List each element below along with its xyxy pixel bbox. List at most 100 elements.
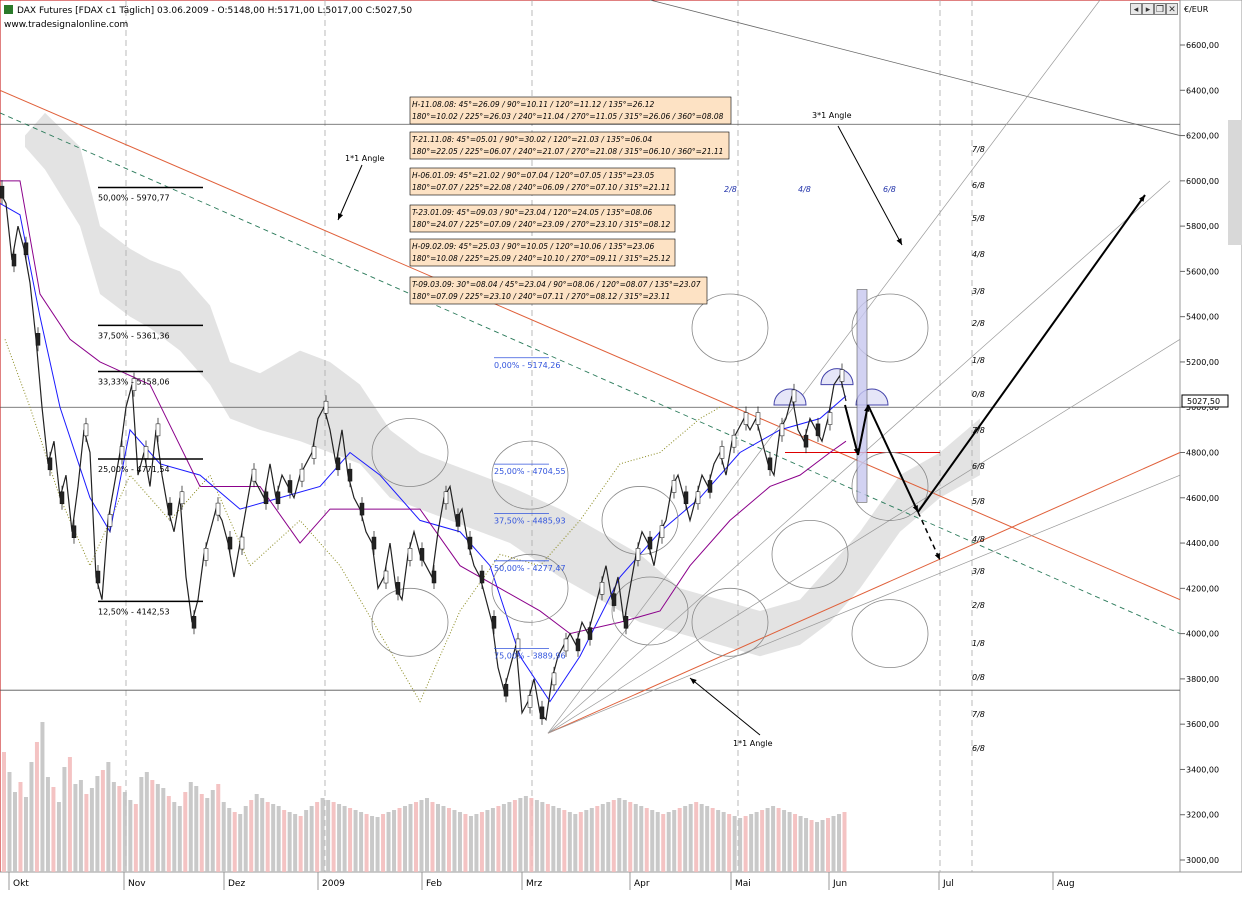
volume-bar — [100, 770, 105, 872]
scroll-right-button[interactable]: ▸ — [1142, 3, 1154, 15]
gann-octave-label: 0/8 — [972, 673, 985, 682]
candle-body — [395, 582, 401, 595]
volume-bar — [227, 808, 232, 872]
trend-line-upper — [0, 89, 1181, 601]
fib-level-label: 50,00% - 5970,77 — [98, 193, 170, 202]
volume-bar — [661, 814, 666, 872]
gann-fan-line — [547, 0, 1101, 734]
volume-bar — [370, 816, 375, 872]
volume-bar — [556, 808, 561, 872]
candle-body — [767, 457, 773, 471]
info-box-line2: 180°=07.09 / 225°=23.10 / 240°=07.11 / 2… — [412, 292, 670, 301]
candle-body — [443, 491, 449, 505]
plot-area — [0, 0, 1180, 872]
candle-body — [155, 423, 161, 437]
volume-bar — [727, 814, 732, 872]
x-tick-label: Nov — [128, 879, 146, 889]
volume-bar — [815, 822, 820, 872]
y-tick-label: 4000,00 — [1186, 630, 1219, 639]
info-box-bg — [409, 96, 732, 125]
info-box-line2: 180°=24.07 / 225°=07.09 / 240°=23.09 / 2… — [412, 220, 671, 229]
gann-circle — [771, 519, 849, 589]
volume-bar — [238, 814, 243, 872]
gann-octave-label: 2/8 — [972, 319, 985, 328]
candle-body — [311, 446, 317, 459]
x-tick-label: 2009 — [322, 879, 345, 889]
info-box-line2: 180°=10.02 / 225°=26.03 / 240°=11.04 / 2… — [412, 112, 724, 121]
y-tick-label: 3200,00 — [1186, 811, 1219, 820]
arrow-line — [844, 404, 859, 456]
side-panel-tab[interactable] — [1228, 120, 1242, 245]
volume-bar — [117, 786, 122, 872]
y-tick-label: 6000,00 — [1186, 177, 1219, 186]
candle-body — [215, 502, 221, 516]
restore-button[interactable]: ❐ — [1154, 3, 1166, 15]
volume-bar — [84, 794, 89, 872]
fib2-level-label: 0,00% - 5174,26 — [494, 361, 560, 370]
candle-body — [479, 570, 485, 584]
volume-bar — [139, 777, 144, 872]
candle-body — [587, 627, 593, 640]
trend-line-lower — [547, 452, 1181, 734]
candle-body — [827, 412, 833, 425]
volume-bar — [276, 806, 281, 872]
candle-body — [611, 593, 617, 606]
info-box: T-09.03.09: 30°=08.04 / 45°=23.04 / 90°=… — [409, 276, 708, 305]
candle-body — [371, 536, 377, 550]
volume-bar — [468, 816, 473, 872]
scroll-left-button[interactable]: ◂ — [1130, 3, 1142, 15]
volume-bar — [386, 812, 391, 872]
candle-body — [467, 536, 473, 550]
volume-bar — [172, 802, 177, 872]
volume-bar — [348, 808, 353, 872]
volume-bar — [749, 814, 754, 872]
volume-bar — [441, 806, 446, 872]
volume-bar — [435, 804, 440, 872]
gann-octave-label: 6/8 — [972, 744, 985, 753]
volume-bar — [287, 812, 292, 872]
trend-line-dashed — [0, 112, 1181, 635]
fib-level-label: 25,00% - 4771,54 — [98, 465, 170, 474]
x-tick-label: Aug — [1057, 879, 1075, 889]
volume-bar — [2, 752, 6, 872]
close-button[interactable]: ✕ — [1166, 3, 1178, 15]
volume-bar — [842, 812, 847, 872]
candle-body — [335, 457, 341, 471]
candle-body — [659, 525, 665, 538]
volume-bar — [479, 812, 484, 872]
site-watermark: www.tradesignalonline.com — [4, 20, 128, 30]
candle-body — [791, 389, 797, 403]
volume-bar — [403, 806, 408, 872]
candle-body — [755, 412, 761, 425]
x-tick-label: Mrz — [526, 879, 542, 889]
info-box-bg — [409, 276, 708, 305]
volume-bar — [304, 810, 309, 872]
candle-body — [347, 468, 353, 482]
candle-body — [431, 570, 437, 584]
x-tick-label: Mai — [735, 879, 751, 889]
volume-bar — [446, 808, 451, 872]
info-box-bg — [409, 204, 676, 233]
fib2-level-label: 25,00% - 4704,55 — [494, 467, 566, 476]
chart-title: DAX Futures [FDAX c1 Täglich] 03.06.2009… — [17, 6, 412, 16]
gann-octave-label: 4/8 — [972, 250, 985, 259]
volume-bar — [359, 812, 364, 872]
gann-octave-label: 5/8 — [972, 497, 985, 506]
candle-body — [515, 638, 521, 652]
last-price-tag — [1181, 394, 1229, 408]
gann-circle — [851, 599, 929, 669]
candle-body — [299, 468, 305, 482]
arrow-head — [912, 505, 918, 512]
gann-octave-label: 1/8 — [972, 356, 985, 365]
info-box-line1: T-09.03.09: 30°=08.04 / 45°=23.04 / 90°=… — [412, 280, 701, 289]
volume-bar — [40, 722, 45, 872]
volume-bar — [282, 810, 287, 872]
volume-bar — [34, 742, 39, 872]
volume-bar — [7, 772, 12, 872]
gann-octave-label: 7/8 — [972, 145, 985, 154]
volume-bar — [633, 804, 638, 872]
candle-body — [575, 638, 581, 652]
volume-bar — [529, 798, 534, 872]
